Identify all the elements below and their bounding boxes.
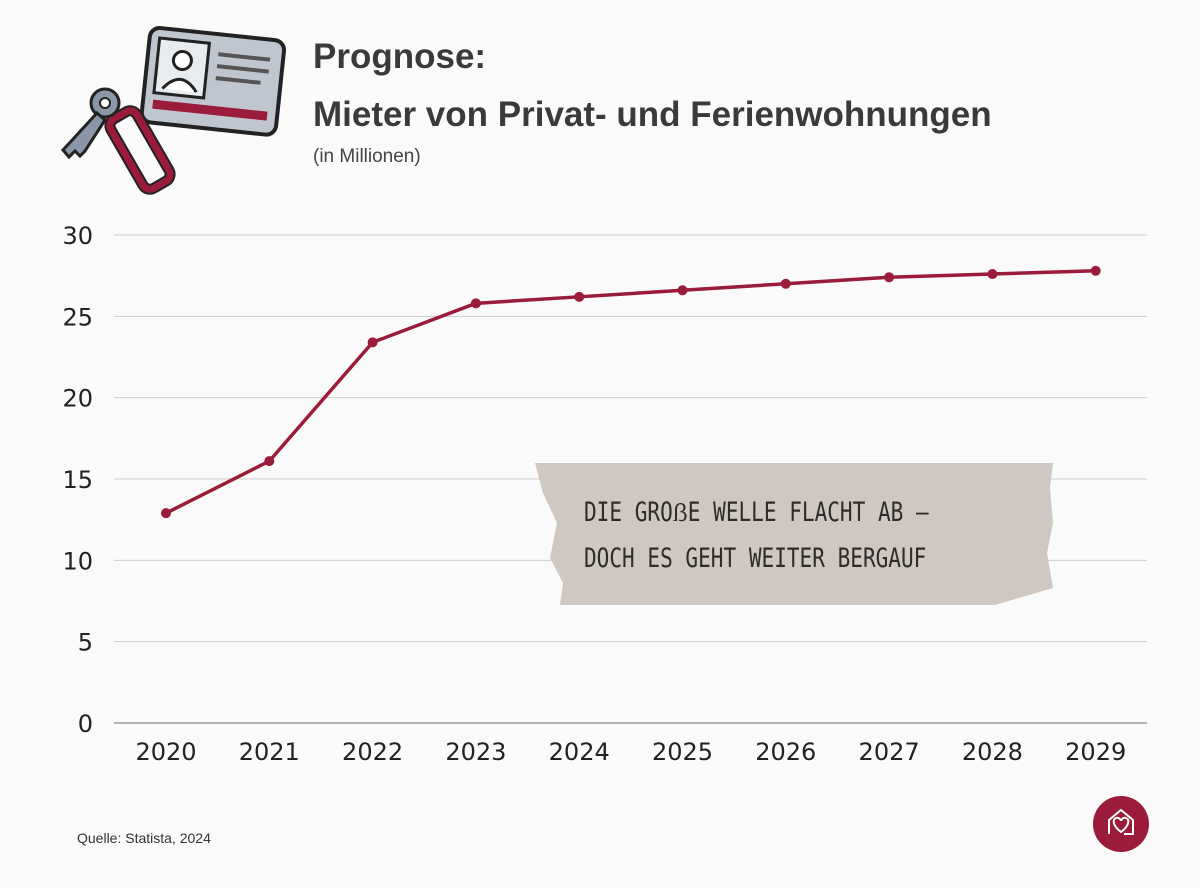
title-line-2: Mieter von Privat- und Ferienwohnungen	[313, 95, 992, 134]
annotation-text: DIE GROẞE WELLE FLACHT AB – DOCH ES GEHT…	[584, 490, 1021, 582]
x-tick-label: 2027	[859, 738, 920, 766]
source-note: Quelle: Statista, 2024	[77, 830, 211, 846]
annotation-line-2: DOCH ES GEHT WEITER BERGAUF	[584, 543, 927, 574]
y-tick-label: 0	[78, 710, 93, 738]
keys-and-id-card-icon	[60, 26, 287, 195]
data-point	[1090, 265, 1101, 276]
data-point	[161, 508, 171, 519]
x-tick-label: 2022	[342, 738, 403, 766]
x-tick-label: 2028	[962, 738, 1023, 766]
x-tick-label: 2024	[549, 738, 610, 766]
annotation-paper-note	[535, 463, 1053, 605]
y-tick-label: 10	[62, 547, 93, 575]
x-tick-label: 2029	[1065, 738, 1126, 766]
data-point	[987, 269, 998, 280]
data-point	[677, 285, 688, 296]
house-heart-icon	[1093, 796, 1149, 852]
y-tick-label: 30	[62, 222, 93, 250]
data-point	[367, 337, 378, 348]
data-point	[470, 298, 481, 309]
title-line-1: Prognose:	[313, 37, 487, 76]
chart-title: Prognose: Mieter von Privat- und Ferienw…	[313, 28, 992, 144]
y-tick-label: 25	[62, 303, 93, 331]
data-point	[780, 278, 791, 289]
x-tick-label: 2021	[239, 738, 300, 766]
y-tick-label: 20	[62, 385, 93, 413]
x-tick-label: 2025	[652, 738, 713, 766]
y-tick-label: 5	[78, 629, 93, 657]
x-tick-label: 2026	[755, 738, 816, 766]
data-point	[574, 291, 585, 302]
y-tick-label: 15	[62, 466, 93, 494]
x-tick-label: 2023	[445, 738, 506, 766]
x-tick-label: 2020	[135, 738, 196, 766]
series-line	[165, 269, 1096, 515]
data-point	[264, 456, 275, 467]
data-point	[884, 272, 895, 283]
chart-subtitle: (in Millionen)	[313, 146, 421, 167]
annotation-line-1: DIE GROẞE WELLE FLACHT AB –	[584, 497, 929, 528]
